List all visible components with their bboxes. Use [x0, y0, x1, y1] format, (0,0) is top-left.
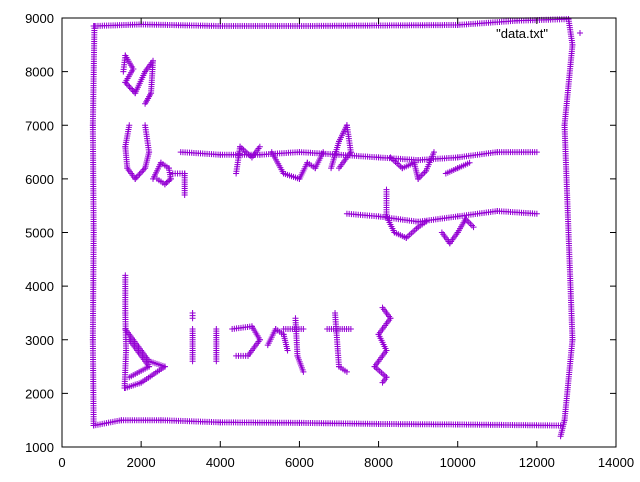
- data-point: [256, 143, 263, 150]
- data-point: [181, 191, 188, 198]
- tick-marks: [61, 17, 617, 448]
- y-tick-label: 8000: [25, 65, 54, 80]
- data-point: [142, 100, 149, 107]
- data-point: [166, 177, 173, 184]
- legend-label: "data.txt": [496, 26, 548, 41]
- data-point: [189, 309, 196, 316]
- data-point: [153, 175, 160, 182]
- data-points: [89, 16, 576, 440]
- data-point: [126, 83, 133, 90]
- y-tick-label: 5000: [25, 226, 54, 241]
- data-point: [137, 169, 144, 176]
- data-point: [139, 168, 146, 175]
- data-point: [533, 149, 540, 156]
- y-tick-label: 7000: [25, 118, 54, 133]
- data-point: [347, 326, 354, 333]
- data-point: [167, 175, 174, 182]
- data-point: [123, 80, 130, 87]
- x-tick-label: 6000: [285, 455, 314, 470]
- data-point: [135, 172, 142, 179]
- y-tick-label: 1000: [25, 440, 54, 455]
- data-point: [91, 23, 98, 30]
- legend-marker: [577, 30, 583, 36]
- data-point: [466, 159, 473, 166]
- data-point: [533, 210, 540, 217]
- data-point: [142, 122, 149, 129]
- data-point: [320, 149, 327, 156]
- x-tick-label: 8000: [364, 455, 393, 470]
- y-tick-label: 6000: [25, 172, 54, 187]
- x-tick-label: 14000: [598, 455, 634, 470]
- data-point: [336, 165, 342, 172]
- x-tick-label: 2000: [127, 455, 156, 470]
- data-point: [122, 385, 129, 392]
- data-point: [300, 368, 307, 375]
- y-tick-label: 9000: [25, 11, 54, 26]
- y-tick-label: 3000: [25, 333, 54, 348]
- y-tick-label: 4000: [25, 279, 54, 294]
- y-tick-label: 2000: [25, 386, 54, 401]
- tick-labels: 0 2000 4000 6000 8000 10000 12000 14000 1000 2000…: [25, 11, 634, 470]
- data-point: [430, 149, 437, 156]
- legend: "data.txt": [496, 26, 583, 41]
- data-point: [284, 347, 291, 354]
- data-point: [423, 218, 430, 225]
- data-point: [470, 224, 477, 231]
- data-point: [126, 374, 133, 381]
- data-point: [129, 87, 136, 94]
- data-point: [300, 326, 307, 333]
- data-point: [557, 433, 564, 440]
- data-point: [213, 326, 220, 333]
- data-point: [233, 352, 240, 359]
- data-point: [164, 178, 171, 185]
- data-point: [127, 85, 134, 92]
- data-point: [343, 368, 350, 375]
- x-tick-label: 10000: [440, 455, 476, 470]
- data-point: [379, 379, 386, 386]
- x-tick-label: 12000: [519, 455, 555, 470]
- data-point: [136, 171, 143, 178]
- x-tick-label: 4000: [206, 455, 235, 470]
- x-tick-label: 0: [58, 455, 65, 470]
- data-point: [189, 326, 196, 333]
